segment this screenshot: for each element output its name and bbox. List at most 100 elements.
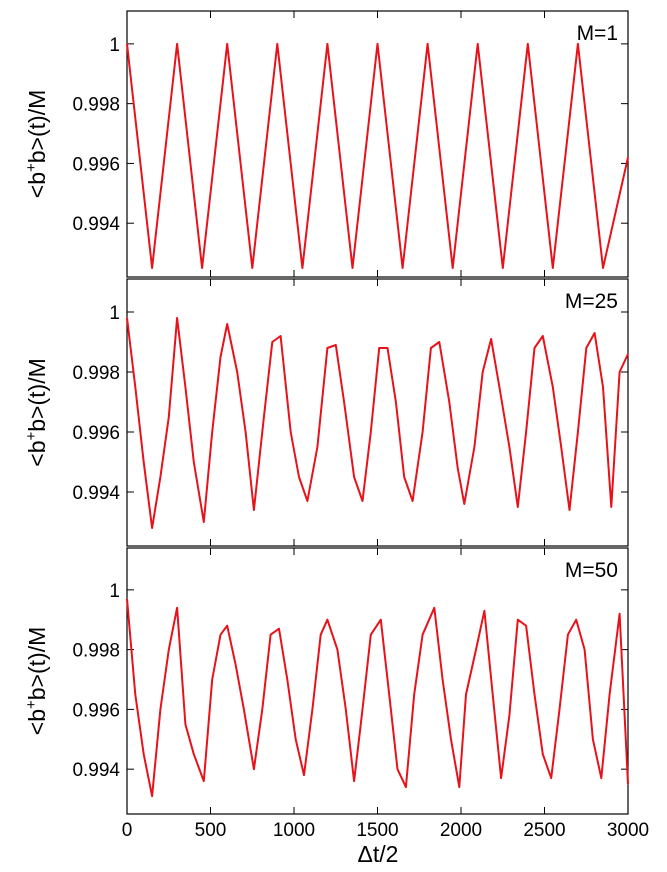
data-point (477, 43, 479, 45)
data-point (498, 386, 500, 388)
data-point (351, 267, 354, 269)
y-tick-label: 0.996 (72, 423, 120, 444)
data-point (126, 43, 128, 45)
data-point (433, 607, 435, 609)
y-tick-label: 0.994 (72, 760, 120, 781)
data-point (560, 446, 562, 448)
y-tick-label: 0.998 (72, 363, 120, 384)
x-tick-label: 1500 (356, 820, 398, 841)
data-point (442, 678, 444, 681)
panel-frame (126, 278, 629, 547)
data-point (492, 693, 494, 696)
y-tick-label: 0.996 (72, 700, 120, 721)
data-point (452, 267, 454, 269)
data-point (353, 780, 355, 782)
y-tick-label: 0.996 (72, 154, 120, 175)
y-axis-title: <b+b>(t)/M (23, 90, 50, 198)
data-point (193, 753, 195, 755)
data-point (517, 619, 519, 621)
panel-m1: 0.994 0.996 0.998 1 M=1 <b+b>(t)/M (23, 10, 629, 278)
y-tick-label: 1 (109, 581, 120, 602)
data-point (577, 431, 579, 433)
data-point (450, 738, 452, 740)
data-point (243, 708, 245, 711)
data-point (270, 634, 272, 636)
data-point (311, 708, 313, 711)
data-point (271, 341, 273, 343)
data-point (592, 738, 594, 740)
y-tick-label: 1 (109, 35, 120, 56)
data-point (490, 338, 492, 340)
data-point (226, 323, 228, 325)
data-point (151, 527, 153, 529)
data-point (502, 267, 504, 269)
data-point (412, 500, 414, 502)
data-point (395, 401, 397, 403)
data-point (627, 353, 629, 355)
data-point (159, 708, 161, 711)
series-line (126, 317, 629, 529)
data-point (126, 317, 128, 319)
data-point (542, 335, 544, 337)
data-point (525, 431, 527, 433)
data-point (370, 634, 372, 636)
series-line (126, 42, 629, 269)
data-point (558, 708, 561, 711)
data-point (176, 317, 178, 319)
data-point (525, 625, 527, 627)
data-point (306, 500, 308, 502)
data-point (320, 634, 322, 636)
data-point (527, 43, 529, 45)
data-point (126, 598, 128, 600)
data-point (263, 416, 265, 418)
data-point (316, 446, 318, 448)
data-point (430, 347, 432, 349)
data-point (380, 619, 382, 621)
data-point (226, 625, 228, 627)
data-point (619, 371, 621, 373)
data-point (370, 431, 372, 433)
x-tick-label: 2000 (440, 820, 482, 841)
data-point (361, 708, 364, 711)
data-point (473, 446, 475, 448)
x-tick-label: 3000 (607, 820, 649, 841)
data-point (508, 446, 510, 448)
data-point (134, 693, 136, 696)
data-point (201, 267, 203, 269)
data-point (483, 610, 485, 612)
data-point (184, 723, 186, 725)
panel-label: M=25 (565, 290, 618, 313)
data-point (176, 43, 178, 45)
data-point (422, 431, 424, 433)
data-point (345, 708, 347, 711)
data-point (500, 777, 502, 779)
data-point (219, 356, 222, 358)
data-point (151, 267, 153, 269)
data-point (568, 509, 571, 511)
data-point (402, 267, 404, 269)
data-point (295, 738, 297, 740)
x-tick-label: 2500 (523, 820, 565, 841)
data-point (376, 43, 379, 45)
y-tick-label: 0.994 (72, 483, 120, 504)
data-point (533, 693, 536, 696)
data-point (427, 43, 429, 45)
data-point (219, 634, 222, 636)
data-point (211, 431, 213, 433)
data-point (236, 371, 238, 373)
data-point (533, 347, 536, 349)
data-point (226, 43, 228, 45)
panel-m25: 0.994 0.996 0.998 1 M=25 <b+b>(t)/M (23, 278, 629, 547)
data-point (627, 783, 629, 785)
data-point (602, 267, 604, 269)
data-point (176, 607, 178, 609)
x-tick-label: 1000 (273, 820, 315, 841)
panel-m50: 0.994 0.996 0.998 1 M=50 <b+b>(t)/M (23, 547, 629, 815)
series-line (126, 598, 629, 798)
data-point (251, 267, 253, 269)
data-point (261, 708, 263, 711)
data-point (301, 267, 303, 269)
data-point (298, 476, 300, 478)
data-point (211, 678, 213, 681)
